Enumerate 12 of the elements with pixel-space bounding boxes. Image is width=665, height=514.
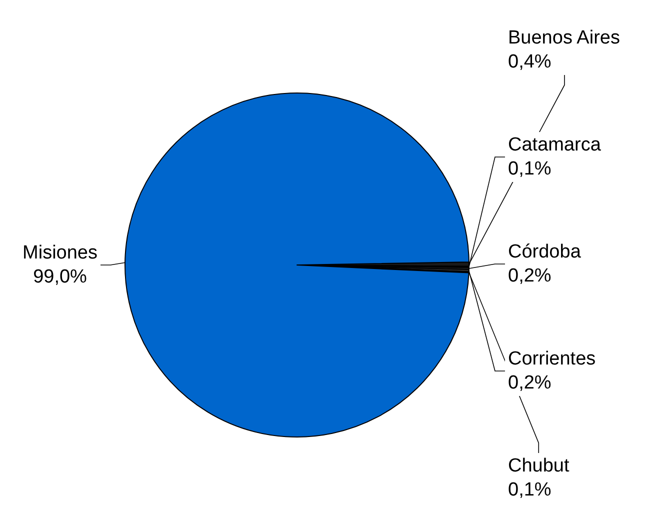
slice-label: Misiones bbox=[22, 242, 98, 264]
slice-label: Catamarca bbox=[508, 134, 602, 156]
data-label: 0,1% bbox=[508, 480, 552, 500]
data-label: 0,2% bbox=[508, 266, 552, 286]
data-label: 99,0% bbox=[33, 266, 88, 288]
slice-label: Buenos Aires bbox=[508, 28, 620, 48]
slice-label: Corrientes bbox=[508, 348, 596, 370]
slice-label: Córdoba bbox=[508, 242, 582, 262]
slice-label: Chubut bbox=[508, 456, 570, 476]
data-label: 0,2% bbox=[508, 372, 552, 394]
data-label: 0,4% bbox=[508, 52, 552, 72]
data-label: 0,1% bbox=[508, 158, 552, 180]
